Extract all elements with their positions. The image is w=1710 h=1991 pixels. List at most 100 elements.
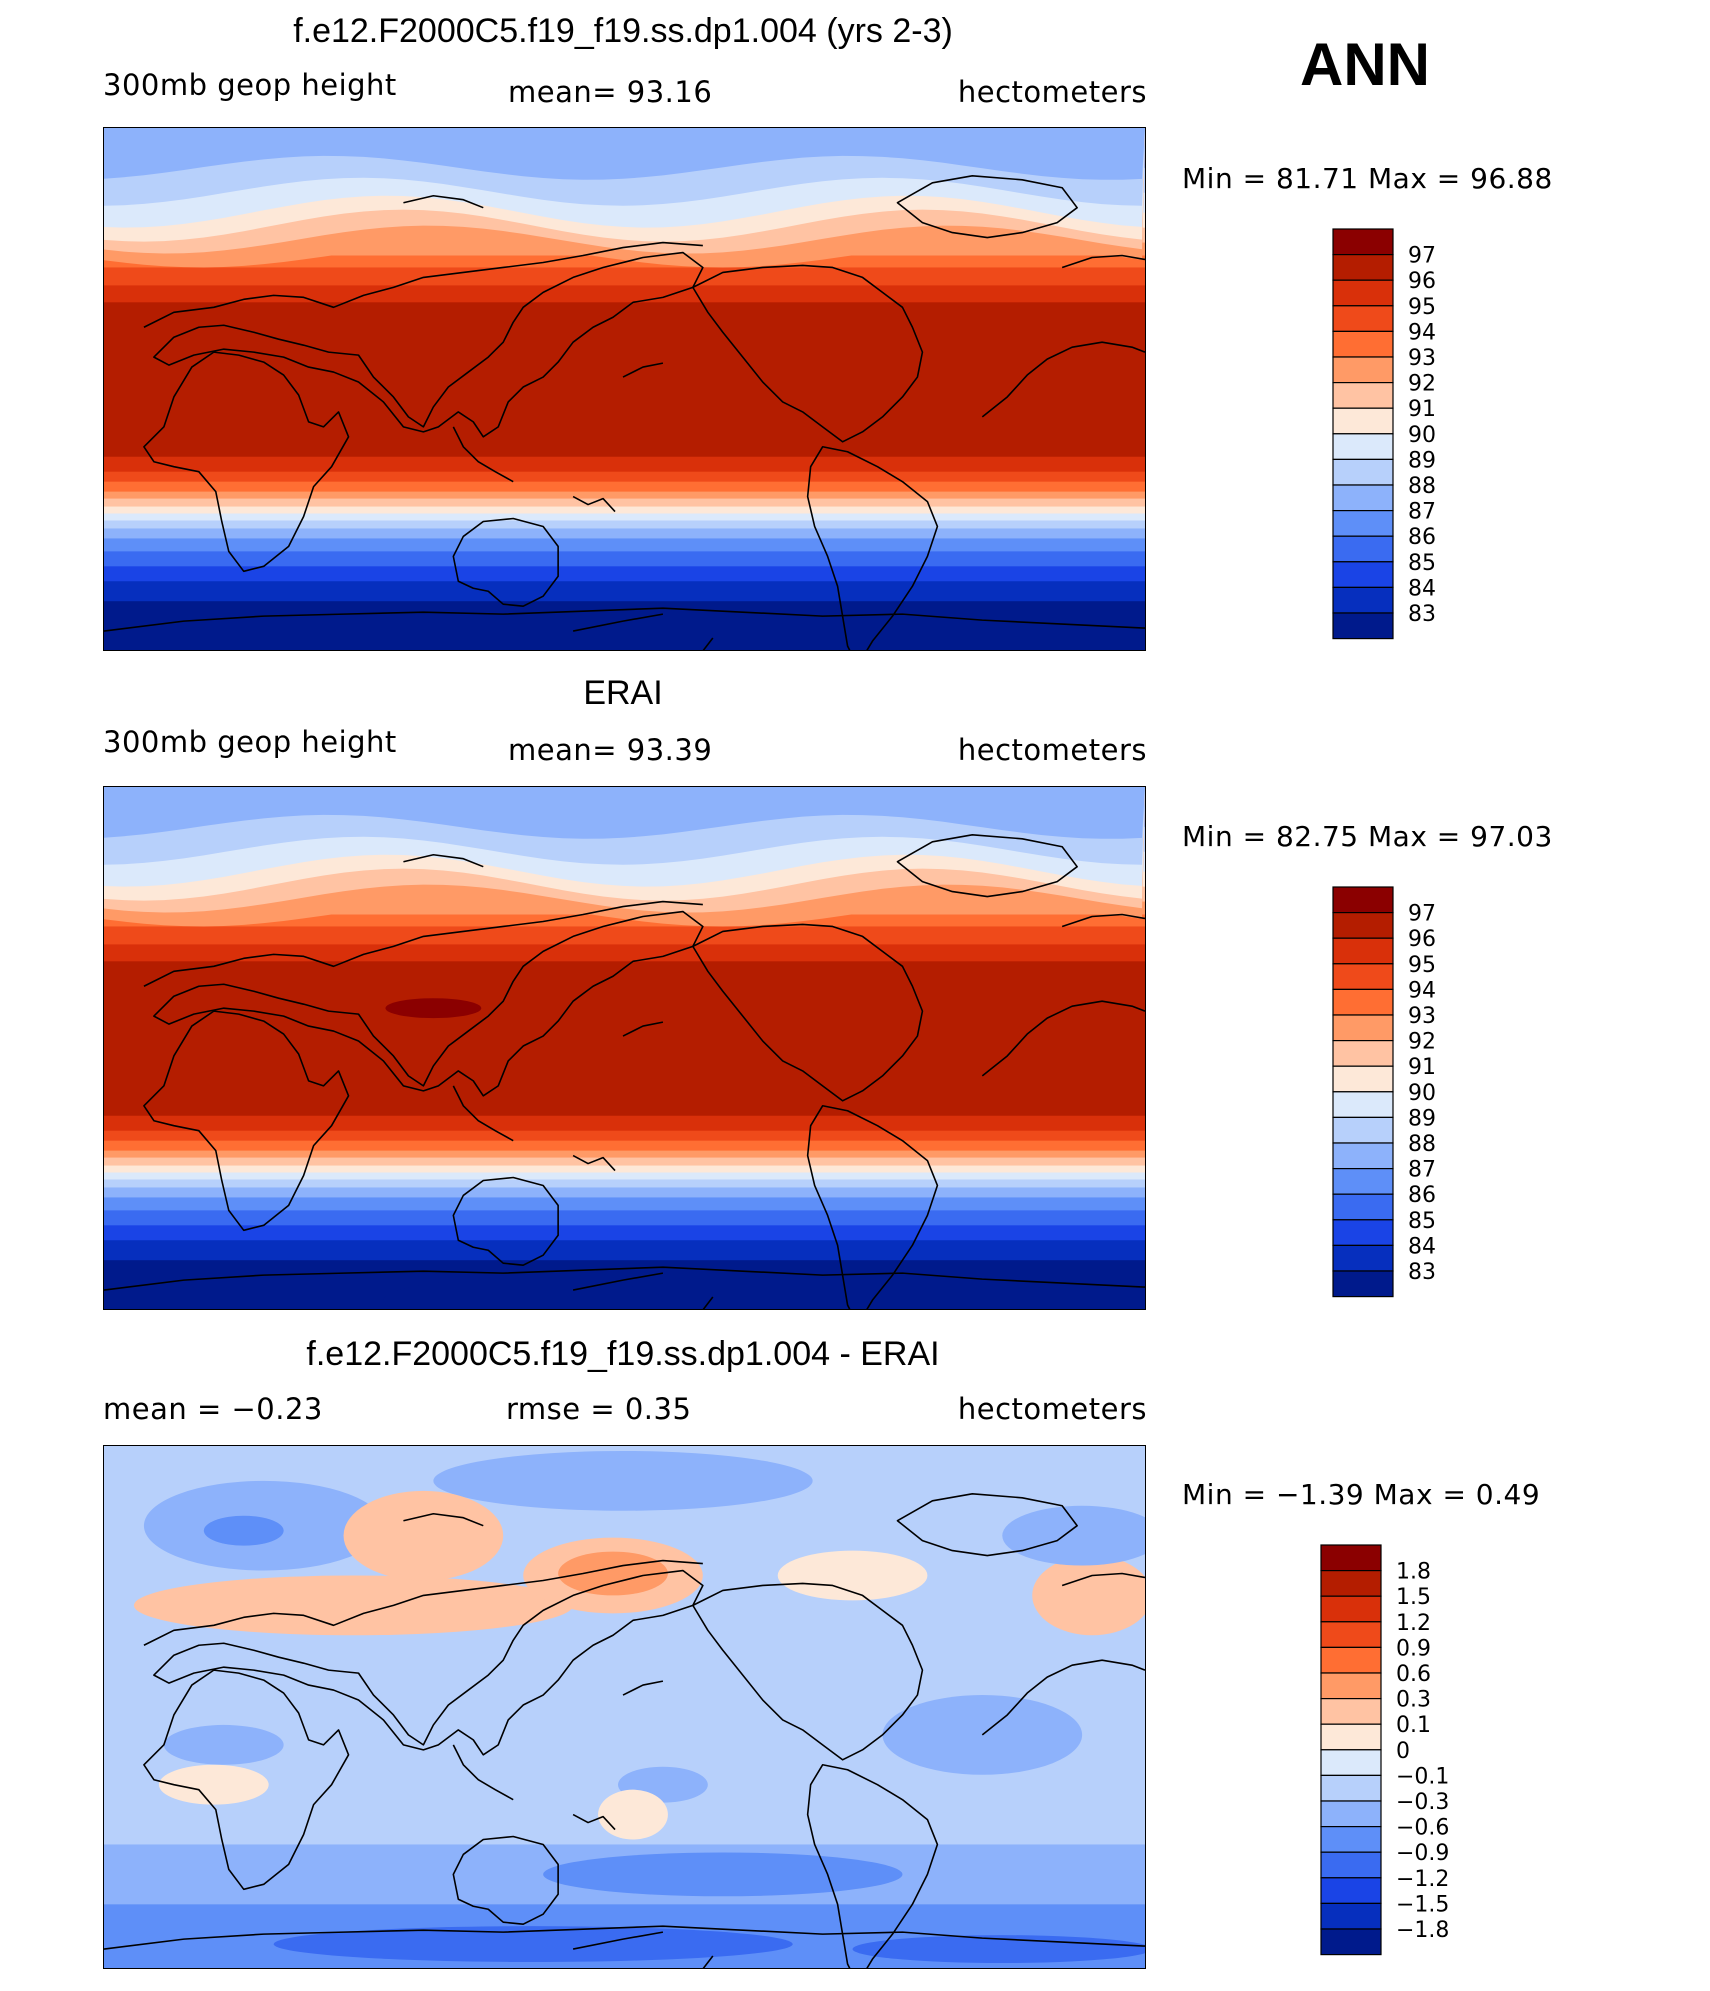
coastline — [572, 1931, 664, 1950]
colorbar-tick-label: −1.2 — [1396, 1867, 1449, 1892]
contour-anomaly-region — [158, 1764, 269, 1805]
colorbar-swatch — [1320, 1774, 1382, 1802]
colorbar-swatch — [1320, 1698, 1382, 1725]
contour-band — [104, 601, 1145, 650]
contour-band — [104, 513, 1145, 522]
colorbar-swatch — [1332, 407, 1394, 435]
colorbar-swatch — [1320, 1570, 1382, 1597]
coastline — [702, 1955, 714, 1968]
panel-units-label: hectometers — [957, 1392, 1147, 1426]
coastline — [572, 495, 616, 513]
panel-rmse-label: rmse = 0.35 — [506, 1392, 692, 1426]
colorbar-swatch — [1320, 1826, 1382, 1853]
colorbar-model: 97 96 95 94 93 92 91 90 89 88 87 86 85 84 83 — [1332, 228, 1472, 642]
panel-units-label: hectometers — [957, 733, 1147, 767]
contour-anomaly-region — [343, 1490, 504, 1581]
colorbar-swatch — [1332, 279, 1394, 307]
colorbar-tick-label: 93 — [1408, 1004, 1436, 1029]
coastline — [452, 1176, 559, 1266]
colorbar-swatch — [1332, 382, 1394, 409]
colorbar-swatch — [1320, 1749, 1382, 1777]
colorbar-swatch — [1332, 535, 1394, 563]
coastline — [896, 834, 1078, 898]
coastline — [692, 923, 924, 1102]
coastline — [104, 1266, 1145, 1291]
contour-band — [104, 926, 1145, 946]
contour-band — [104, 1130, 1145, 1142]
colorbar-tick-label: 90 — [1408, 1081, 1436, 1106]
panel-units-label: hectometers — [957, 75, 1147, 109]
coastline — [452, 1085, 514, 1142]
colorbar-tick-label: 92 — [1408, 372, 1436, 397]
colorbar-swatch — [1320, 1851, 1382, 1879]
contour-anomaly-region — [163, 1724, 284, 1765]
colorbar-swatch — [1332, 1244, 1394, 1272]
colorbar-obs: 97 96 95 94 93 92 91 90 89 88 87 86 85 84 83 — [1332, 886, 1472, 1300]
colorbar-swatch — [1332, 1116, 1394, 1144]
panel-mean-label: mean= 93.16 — [508, 75, 713, 109]
coastline — [143, 1559, 703, 1646]
coastline — [452, 426, 514, 483]
colorbar-tick-label: 97 — [1408, 902, 1436, 927]
colorbar-tick-label: 83 — [1408, 1260, 1436, 1285]
coastline — [981, 341, 1145, 418]
colorbar-swatch — [1320, 1646, 1382, 1674]
coastline — [981, 1000, 1145, 1077]
coastline — [1061, 913, 1145, 928]
contour-band — [104, 1210, 1145, 1227]
coastlines — [104, 834, 1145, 1309]
contour-band — [104, 506, 1145, 515]
colorbar-swatch — [1320, 1544, 1382, 1572]
contour-band — [104, 581, 1145, 603]
colorbar-swatch — [1332, 330, 1394, 358]
colorbar-swatch — [1332, 1065, 1394, 1093]
colorbar-tick-label: 0.9 — [1396, 1636, 1431, 1661]
colorbar-tick-label: 1.8 — [1396, 1560, 1431, 1585]
colorbar-swatch — [1332, 228, 1394, 256]
colorbar-tick-label: 97 — [1408, 244, 1436, 269]
colorbar-tick-label: −1.8 — [1396, 1918, 1449, 1943]
colorbar-swatch — [1332, 937, 1394, 965]
coastline — [622, 1680, 664, 1696]
coastline — [622, 362, 664, 378]
coastline — [452, 1835, 559, 1925]
colorbar-swatch — [1320, 1723, 1382, 1751]
coastline — [452, 517, 559, 607]
colorbar-swatch — [1332, 912, 1394, 939]
contour-anomaly-region — [433, 1450, 813, 1511]
coastline — [896, 1493, 1078, 1557]
minmax-label: Min = −1.39 Max = 0.49 — [1182, 1478, 1541, 1511]
contour-band — [104, 471, 1145, 483]
minmax-label: Min = 81.71 Max = 96.88 — [1182, 162, 1553, 195]
contour-band — [104, 128, 1145, 180]
colorbar-tick-label: 87 — [1408, 1158, 1436, 1183]
contour-max-region — [385, 998, 482, 1019]
contour-anomaly-region — [777, 1550, 928, 1601]
contour-anomaly-region — [543, 1852, 903, 1897]
contour-band — [104, 551, 1145, 568]
contour-band — [104, 1240, 1145, 1262]
colorbar-swatch — [1332, 356, 1394, 384]
coastlines — [104, 1493, 1145, 1968]
contour-band — [104, 498, 1145, 508]
coastline — [403, 1512, 484, 1527]
contour-band — [104, 1172, 1145, 1181]
colorbar-swatch — [1320, 1800, 1382, 1828]
contour-band — [104, 961, 1145, 1117]
colorbar-swatch — [1332, 510, 1394, 537]
colorbar-tick-label: 95 — [1408, 953, 1436, 978]
colorbar-tick-label: 86 — [1408, 1183, 1436, 1208]
coastline — [104, 1925, 1145, 1950]
colorbar-swatch — [1332, 561, 1394, 588]
coastline — [806, 1763, 939, 1968]
colorbar-tick-label: 96 — [1408, 927, 1436, 952]
colorbar-swatch — [1320, 1621, 1382, 1649]
coastline — [143, 900, 703, 987]
colorbar-swatch — [1332, 586, 1394, 614]
contour-band — [104, 1187, 1145, 1199]
contour-anomaly-region — [273, 1926, 793, 1963]
colorbar-swatch — [1332, 433, 1394, 461]
colorbar-swatch — [1320, 1928, 1382, 1956]
colorbar-swatch — [1332, 1193, 1394, 1221]
colorbar-swatch — [1332, 484, 1394, 512]
